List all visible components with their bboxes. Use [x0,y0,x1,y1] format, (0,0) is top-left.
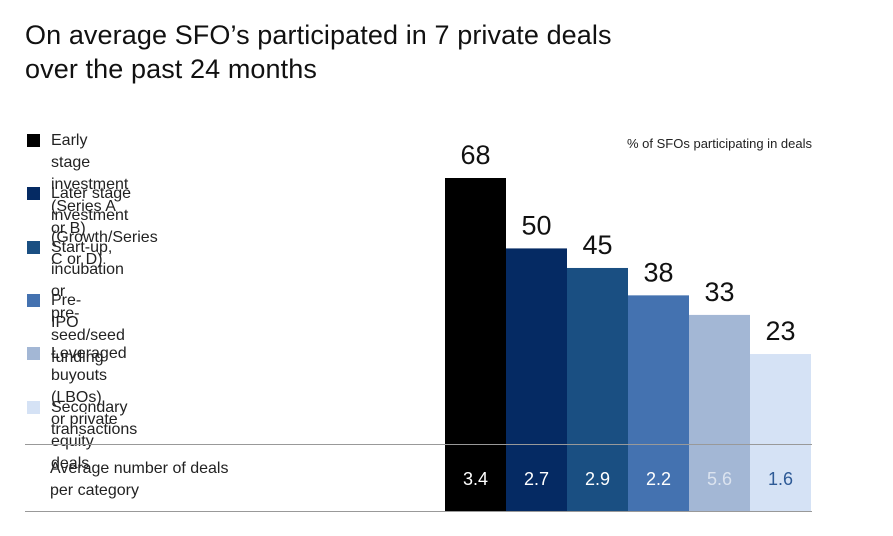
bar-2 [506,248,567,444]
bar-6 [750,354,811,444]
chart-title: On average SFO’s participated in 7 priva… [25,18,845,86]
y-axis-caption: % of SFOs participating in deals [627,136,812,151]
legend-swatch [27,347,40,360]
avg-deals-value-5: 5.6 [707,469,732,489]
legend-label: Early stage investment [51,132,129,193]
chart-title-line-1: On average SFO’s participated in 7 priva… [25,20,612,50]
legend-label: Later stage investment [51,185,132,224]
legend-label: or private equity deals [51,411,118,472]
avg-cell-6 [750,445,811,511]
avg-deals-label: Average number of deals per category [50,458,228,502]
bar-value-label-2: 50 [521,210,551,240]
bar-value-label-5: 33 [704,277,734,307]
bar-value-label-1: 68 [460,140,490,170]
divider-top [25,444,812,445]
bar-1 [445,178,506,444]
legend-swatch [27,187,40,200]
avg-deals-label-line-1: Average number of deals [50,460,229,477]
legend-item-start-up: Start-up, incubation or pre-seed/seed fu… [27,237,125,369]
divider-bottom [25,511,812,512]
bar-value-label-4: 38 [643,257,673,287]
bar-4 [628,295,689,444]
legend-label: Secondary transactions [51,399,138,438]
avg-deals-value-4: 2.2 [646,469,671,489]
legend-label: Pre-IPO [51,292,82,331]
avg-cell-1 [445,445,506,511]
legend-label: Leveraged buyouts (LBOs) [51,345,127,406]
legend-item-secondary: Secondary transactions [27,397,137,441]
legend-label: pre-seed/seed funding [51,305,125,366]
avg-deals-value-3: 2.9 [585,469,610,489]
legend-swatch [27,134,40,147]
legend-item-later-stage: Later stage investment (Growth/Series C … [27,183,158,271]
legend-item-pre-ipo: Pre-IPO [27,290,81,334]
legend-label: (Growth/Series C or D) [51,229,158,268]
legend-item-lbo: Leveraged buyouts (LBOs) or private equi… [27,343,127,475]
chart-title-line-2: over the past 24 months [25,54,317,84]
avg-deals-value-1: 3.4 [463,469,488,489]
legend-label: (Series A or B) [51,198,116,237]
bar-value-label-3: 45 [582,230,612,260]
legend-swatch [27,294,40,307]
legend-swatch [27,241,40,254]
avg-deals-label-line-2: per category [50,482,139,499]
avg-cell-5 [689,445,750,511]
bar-3 [567,267,628,444]
avg-cell-3 [567,445,628,511]
avg-cell-4 [628,445,689,511]
bar-5 [689,314,750,444]
legend-item-early-stage: Early stage investment (Series A or B) [27,130,128,240]
avg-deals-value-2: 2.7 [524,469,549,489]
legend-label: Start-up, incubation or [51,239,124,300]
legend-swatch [27,401,40,414]
bar-value-label-6: 23 [765,316,795,346]
avg-deals-value-6: 1.6 [768,469,793,489]
avg-cell-2 [506,445,567,511]
